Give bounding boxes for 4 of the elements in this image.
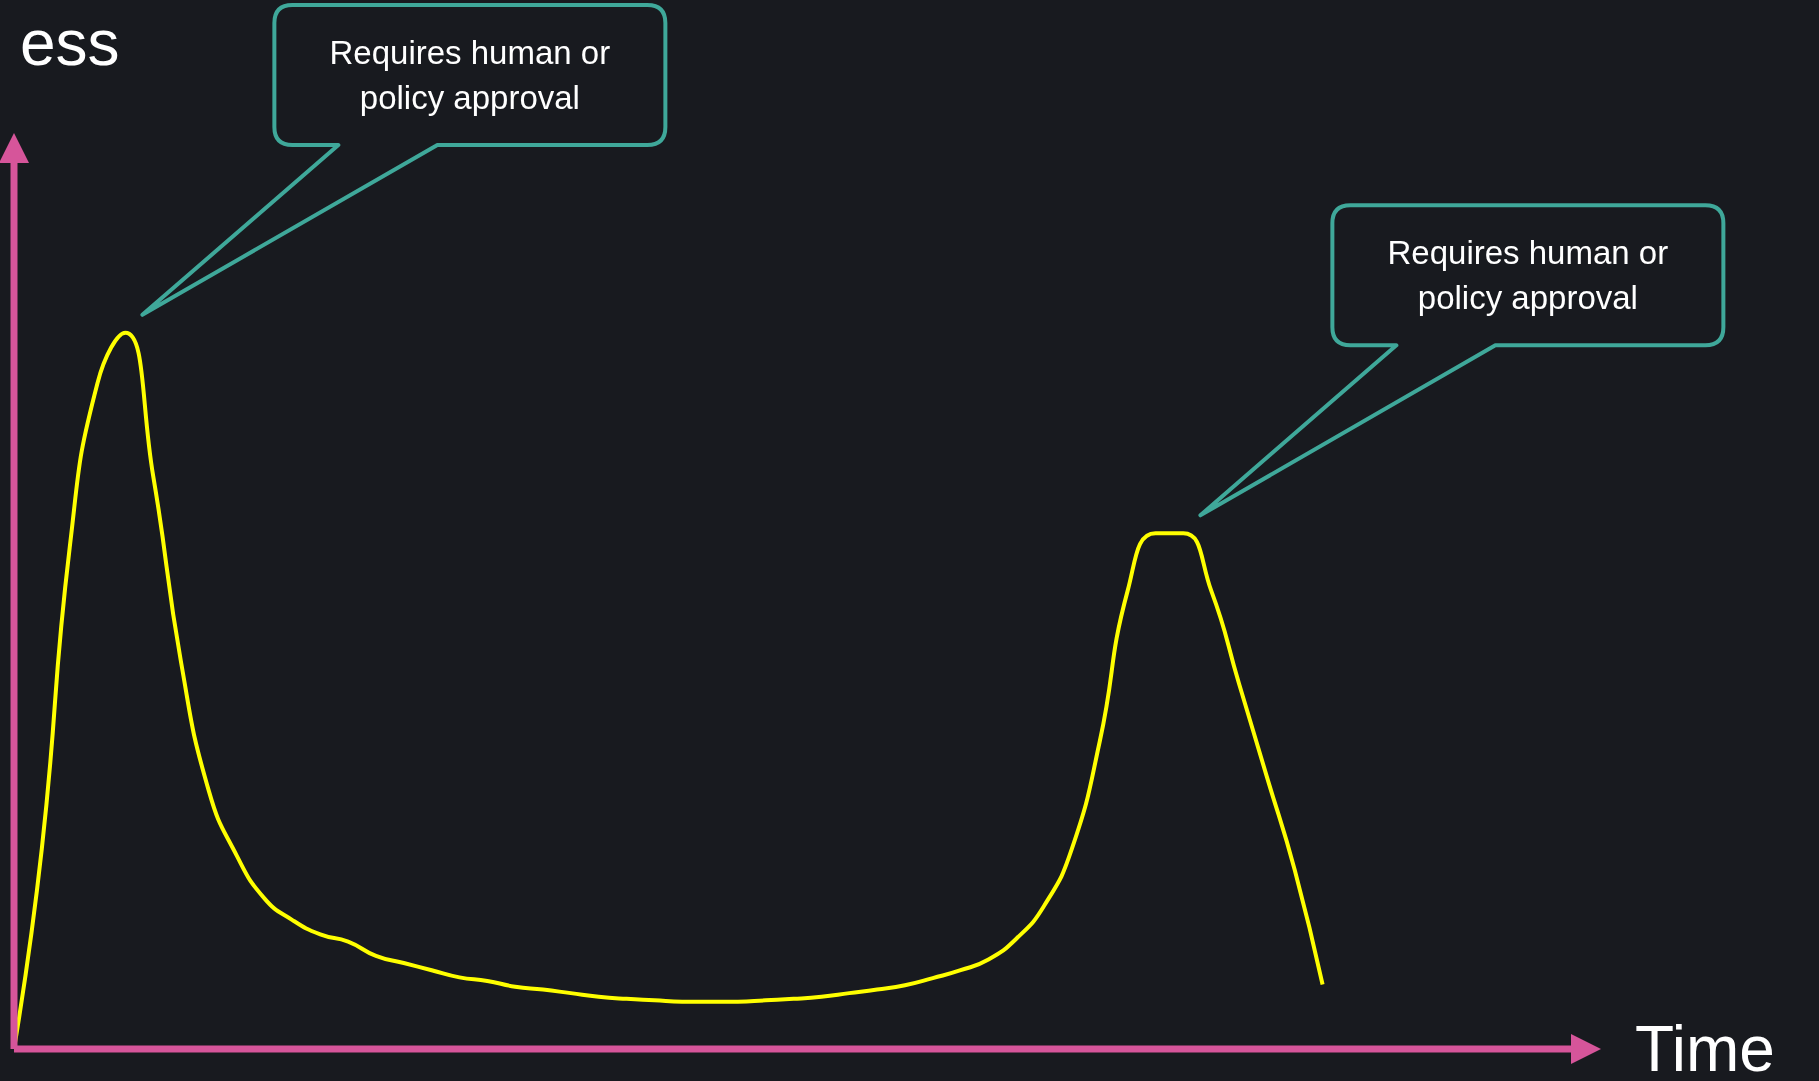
y-axis-title: ess [20, 7, 120, 79]
text: Requires human or policy approval [328, 33, 612, 118]
text: Requires human or policy approval [1386, 233, 1670, 319]
x-axis-title: Time [1635, 1013, 1775, 1081]
